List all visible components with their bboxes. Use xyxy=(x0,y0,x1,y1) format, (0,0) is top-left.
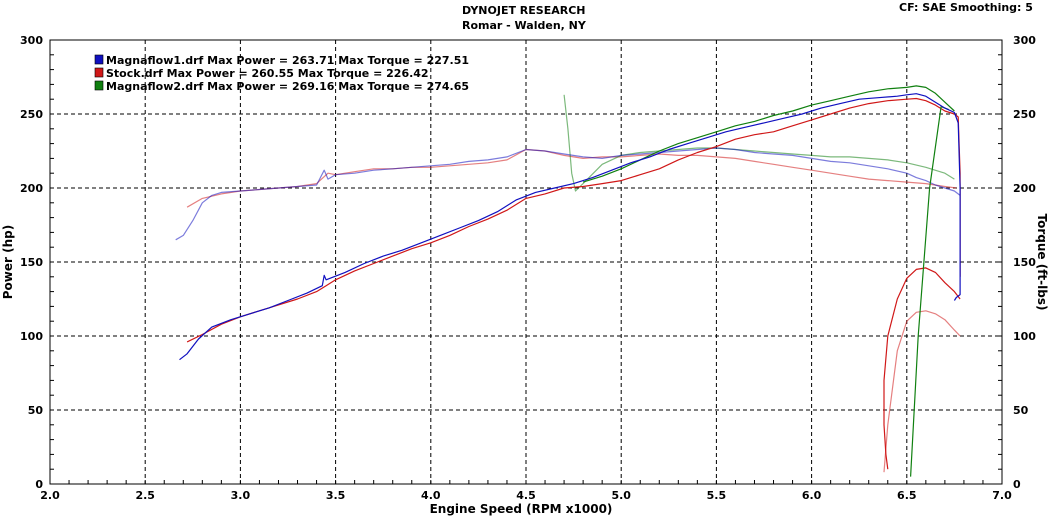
magnaflow2-torque-line xyxy=(563,94,955,192)
grid-lines xyxy=(50,40,1002,484)
x-tick-label: 4.5 xyxy=(516,489,536,502)
y-tick-label-right: 200 xyxy=(1013,182,1036,195)
x-tick-label: 2.5 xyxy=(135,489,155,502)
x-tick-label: 6.0 xyxy=(802,489,822,502)
legend-swatch xyxy=(94,67,104,78)
x-tick-label: 5.0 xyxy=(611,489,631,502)
legend-entry: Magnaflow2.drf Max Power = 269.16 Max To… xyxy=(106,80,469,93)
chart-title: DYNOJET RESEARCH xyxy=(462,4,586,17)
stock-power-line xyxy=(186,97,961,343)
y-tick-label-right: 50 xyxy=(1013,404,1029,417)
y-tick-label-left: 300 xyxy=(20,34,43,47)
x-tick-label: 2.0 xyxy=(40,489,60,502)
x-tick-label: 3.5 xyxy=(326,489,346,502)
y-tick-label-right: 0 xyxy=(1013,478,1021,491)
y-tick-label-right: 300 xyxy=(1013,34,1036,47)
series-group xyxy=(175,85,961,477)
axis-ticks: 2.0 2.5 3.0 3.5 4.0 4.5 5.0 5.5 6.0 6.5 7.00 050 501… xyxy=(20,34,1036,502)
legend: Magnaflow1.drf Max Power = 263.71 Max To… xyxy=(94,54,469,93)
x-axis-label: Engine Speed (RPM x1000) xyxy=(430,502,613,516)
y-tick-label-left: 100 xyxy=(20,330,43,343)
magnaflow2-drop-line xyxy=(910,106,949,477)
settings-label: CF: SAE Smoothing: 5 xyxy=(899,1,1033,14)
y-tick-label-left: 150 xyxy=(20,256,43,269)
y-axis-label-left: Power (hp) xyxy=(1,225,15,299)
legend-swatch xyxy=(94,54,104,65)
magnaflow1-power-line xyxy=(179,93,961,361)
legend-swatch xyxy=(94,80,104,91)
stock-torque-line xyxy=(186,148,957,208)
stock-low-torque-line xyxy=(883,310,961,473)
stock-low-power-line xyxy=(883,267,961,470)
x-tick-label: 7.0 xyxy=(992,489,1012,502)
y-tick-label-right: 150 xyxy=(1013,256,1036,269)
legend-entry: Stock.drf Max Power = 260.55 Max Torque … xyxy=(106,67,429,80)
chart-subtitle: Romar - Walden, NY xyxy=(462,19,586,32)
magnaflow1-torque-line xyxy=(175,147,961,241)
x-tick-label: 4.0 xyxy=(421,489,441,502)
y-tick-label-left: 200 xyxy=(20,182,43,195)
magnaflow2-power-line xyxy=(582,85,955,183)
legend-entry: Magnaflow1.drf Max Power = 263.71 Max To… xyxy=(106,54,469,67)
y-tick-label-right: 250 xyxy=(1013,108,1036,121)
x-tick-label: 5.5 xyxy=(707,489,727,502)
x-tick-label: 3.0 xyxy=(231,489,251,502)
y-tick-label-left: 250 xyxy=(20,108,43,121)
y-tick-label-left: 0 xyxy=(35,478,43,491)
y-axis-label-right: Torque (ft-lbs) xyxy=(1035,214,1049,311)
y-tick-label-left: 50 xyxy=(28,404,44,417)
x-tick-label: 6.5 xyxy=(897,489,917,502)
y-tick-label-right: 100 xyxy=(1013,330,1036,343)
